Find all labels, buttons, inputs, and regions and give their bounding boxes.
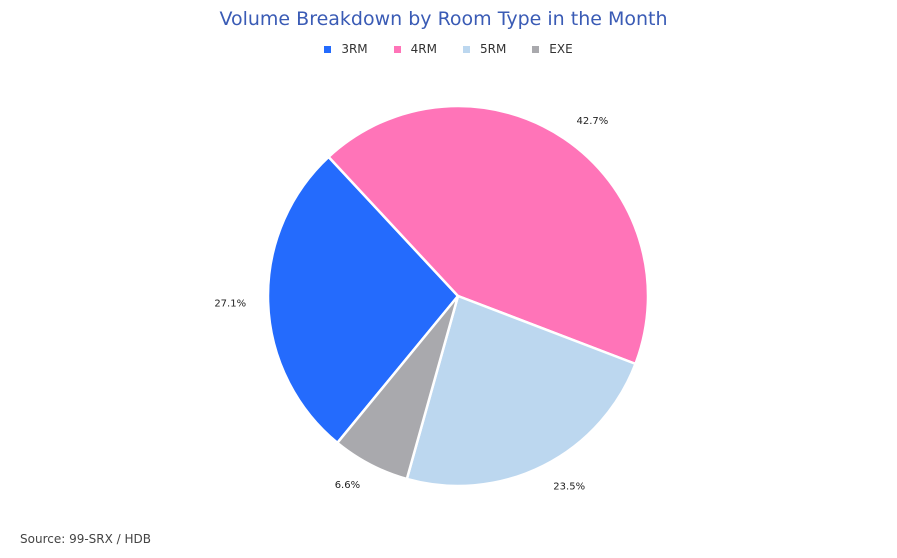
legend-item-exe[interactable]: EXE [532, 42, 573, 56]
legend-label-3rm: 3RM [341, 42, 368, 56]
legend-item-3rm[interactable]: 3RM [324, 42, 368, 56]
legend-swatch-4rm [393, 45, 401, 53]
data-label-exe: 6.6% [335, 480, 360, 491]
data-label-5rm: 23.5% [553, 481, 585, 492]
pie-slices [266, 104, 650, 488]
source-note: Source: 99-SRX / HDB [20, 532, 152, 546]
legend-swatch-5rm [462, 45, 470, 53]
chart-title: Volume Breakdown by Room Type in the Mon… [219, 8, 668, 30]
pie-slice-4rm[interactable] [327, 104, 650, 366]
pie-labels: 27.1% 42.7% 23.5% 6.6% [214, 116, 608, 492]
legend-label-4rm: 4RM [410, 42, 437, 56]
data-label-3rm: 27.1% [214, 299, 246, 310]
legend-swatch-exe [532, 45, 540, 53]
legend-swatch-3rm [324, 45, 332, 53]
pie-slice-3rm[interactable] [266, 155, 460, 445]
pie-slice-5rm[interactable] [405, 294, 637, 488]
chart-legend: 3RM 4RM 5RM EXE [0, 42, 897, 56]
pie-slice-exe[interactable] [336, 294, 460, 481]
legend-label-5rm: 5RM [479, 42, 507, 56]
legend-item-4rm[interactable]: 4RM [393, 42, 437, 56]
legend-label-exe: EXE [549, 42, 573, 56]
legend-item-5rm[interactable]: 5RM [462, 42, 507, 56]
data-label-4rm: 42.7% [577, 116, 609, 127]
